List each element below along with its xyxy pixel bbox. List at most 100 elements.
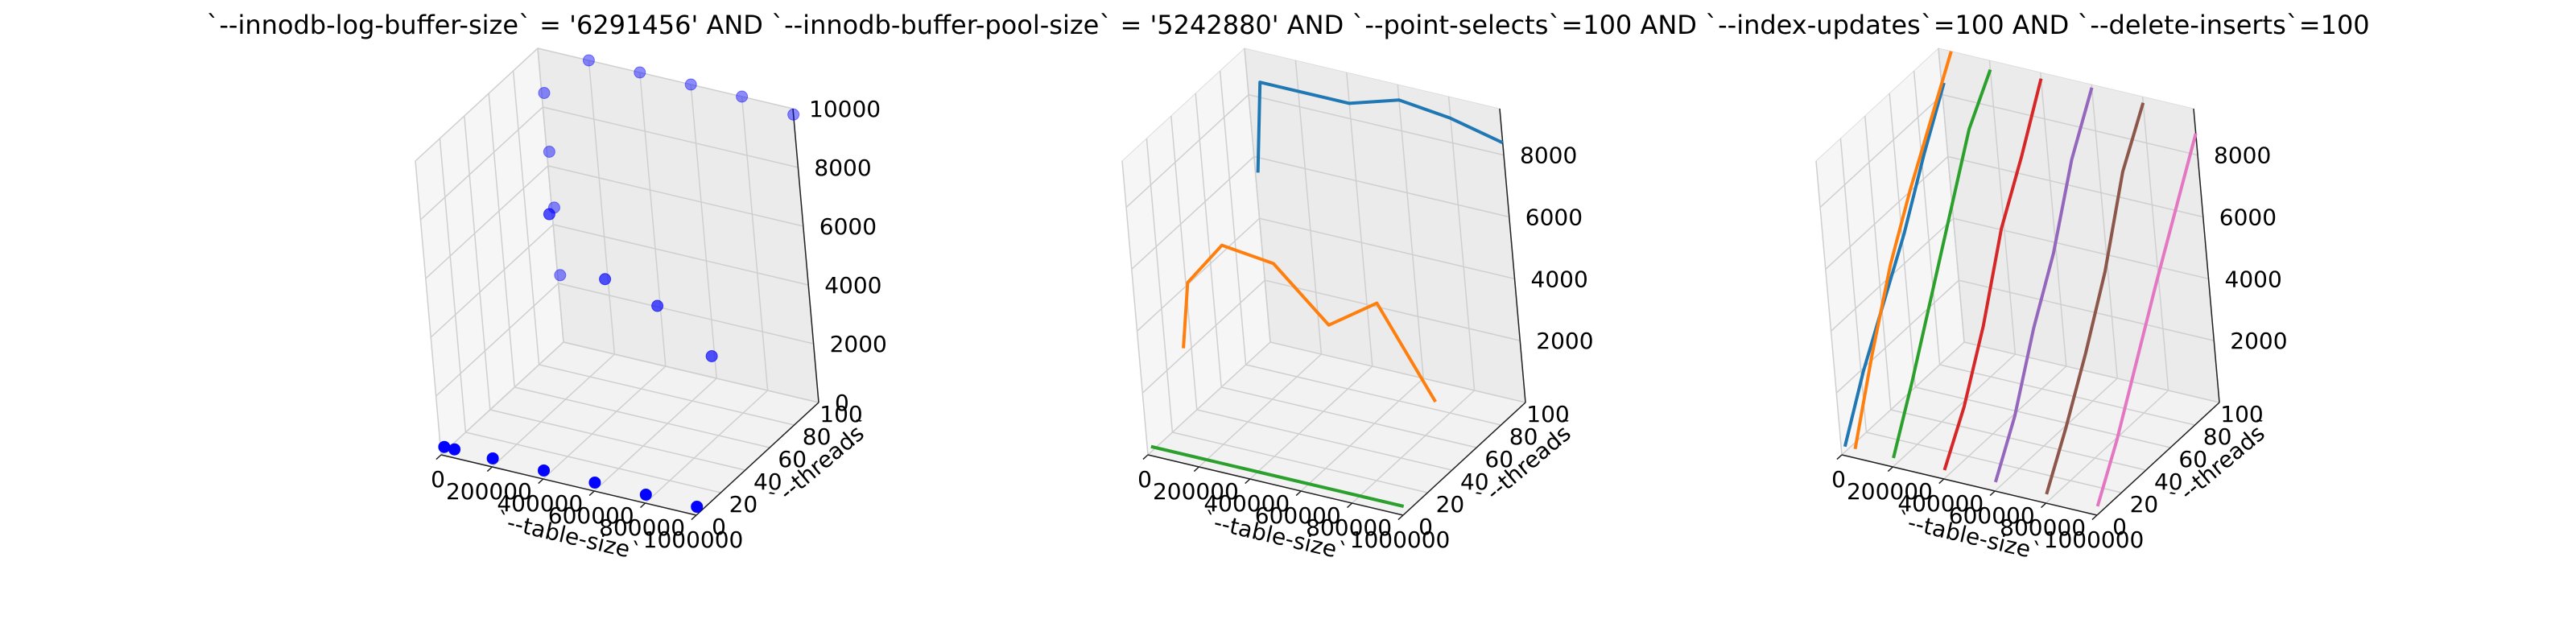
y-tick-label: 100: [2220, 401, 2263, 427]
z-gridline: [1137, 217, 1515, 332]
y-tick-label: 100: [1526, 401, 1569, 427]
series-line: [2095, 133, 2198, 507]
scatter-point: [599, 273, 612, 286]
z-axis-line: [792, 108, 819, 403]
z-gridline: [1141, 279, 1521, 394]
y-gridline: [1913, 70, 2195, 426]
scatter-point: [705, 349, 718, 362]
scatter-point: [691, 500, 704, 513]
z-gridline: [1131, 155, 1509, 270]
z-axis-line: [2193, 108, 2220, 403]
y-gridline: [1219, 70, 1501, 426]
scatter-point: [448, 443, 461, 456]
x-tick-label: 200000: [1847, 478, 1933, 505]
panel-3: 0 200000400000600000800000100000002040608…: [1815, 47, 2288, 566]
y-axis-line: [1402, 402, 1526, 516]
z-tick-label: 4000: [2225, 266, 2282, 292]
scatter-point: [787, 108, 800, 121]
series-line: [1892, 68, 1992, 459]
series-line: [1182, 243, 1437, 403]
series-line: [1993, 87, 2094, 483]
y-tick-label: 20: [729, 491, 758, 518]
z-tick-label: 8000: [1520, 142, 1577, 169]
y-axis-line: [2096, 402, 2220, 516]
z-gridline: [1835, 279, 2215, 394]
y-gridline: [1889, 93, 2171, 448]
y-tick-label: 20: [2130, 491, 2159, 518]
scatter-point: [634, 66, 646, 79]
scatter-point: [543, 208, 555, 221]
x-tick-mark: [486, 466, 493, 473]
series-line: [1942, 78, 2043, 471]
y-gridline: [1146, 138, 1428, 493]
z-gridline: [440, 341, 819, 456]
x-tick-mark: [640, 502, 646, 509]
x-tick-label: 1000000: [1350, 526, 1451, 553]
x-tick-mark: [1142, 454, 1149, 460]
scatter-point: [538, 464, 551, 477]
x-tick-label: 0: [1831, 466, 1846, 493]
z-gridline: [1819, 93, 2198, 208]
z-tick-label: 0: [835, 390, 849, 416]
y-gridline: [1938, 47, 2220, 403]
y-axis-line: [696, 402, 819, 516]
scatter-point: [639, 488, 652, 501]
y-tick-label: 20: [1436, 491, 1465, 518]
x-tick-mark: [1245, 478, 1251, 485]
series-line: [1853, 51, 1953, 450]
z-tick-label: 8000: [814, 155, 871, 181]
x-tick-label: 0: [1137, 466, 1152, 493]
x-axis-line: [440, 454, 697, 516]
x-tick-label: 400000: [1203, 490, 1290, 517]
x-tick-mark: [1887, 466, 1893, 473]
x-tick-mark: [588, 490, 595, 497]
y-tick-label: 0: [2112, 514, 2127, 540]
panel-2: 0 200000400000600000800000100000002040608…: [1121, 47, 1594, 566]
scatter-point: [736, 90, 749, 103]
x-tick-label: 1000000: [643, 526, 744, 553]
scatter-point: [543, 146, 555, 158]
z-gridline: [1125, 93, 1505, 208]
y-tick-label: 40: [753, 469, 782, 495]
x-tick-label: 600000: [1949, 502, 2035, 529]
series-line: [2045, 102, 2145, 495]
series-line: [1843, 82, 1946, 448]
x-tick-label: 400000: [1897, 490, 1984, 517]
x-axis-line: [1147, 454, 1404, 516]
y-tick-label: 0: [712, 514, 726, 540]
x-tick-label: 1000000: [2044, 526, 2145, 553]
x-tick-label: 0: [431, 466, 445, 493]
scatter-point: [582, 54, 595, 67]
x-tick-mark: [1938, 478, 1945, 485]
panel-1: 0 200000400000600000800000100000002040608…: [415, 47, 887, 566]
z-gridline: [430, 224, 809, 338]
z-tick-label: 10000: [809, 96, 881, 122]
x-tick-label: 600000: [1255, 502, 1341, 529]
x-axis-line: [1841, 454, 2098, 516]
x-tick-mark: [691, 514, 697, 521]
x-tick-mark: [1193, 466, 1199, 473]
y-gridline: [1244, 47, 1526, 403]
z-gridline: [415, 47, 794, 162]
y-gridline: [1195, 93, 1477, 448]
y-tick-label: 100: [819, 401, 862, 427]
x-tick-mark: [1295, 490, 1302, 497]
y-tick-label: 60: [2178, 446, 2207, 473]
y-tick-label: 80: [1509, 423, 1538, 450]
scatter-point: [438, 440, 451, 453]
x-tick-mark: [1836, 454, 1843, 460]
y-tick-label: 0: [1418, 514, 1433, 540]
z-gridline: [419, 106, 799, 221]
z-gridline: [436, 283, 814, 397]
x-tick-mark: [436, 454, 442, 460]
scatter-point: [554, 269, 567, 282]
scatter-point: [538, 87, 551, 99]
x-tick-label: 800000: [2000, 514, 2086, 541]
series-line: [1150, 444, 1405, 508]
z-gridline: [425, 165, 803, 279]
z-tick-label: 6000: [819, 213, 877, 240]
z-tick-label: 2000: [2230, 328, 2287, 354]
x-tick-mark: [1989, 490, 1996, 497]
scatter-point: [486, 452, 499, 464]
